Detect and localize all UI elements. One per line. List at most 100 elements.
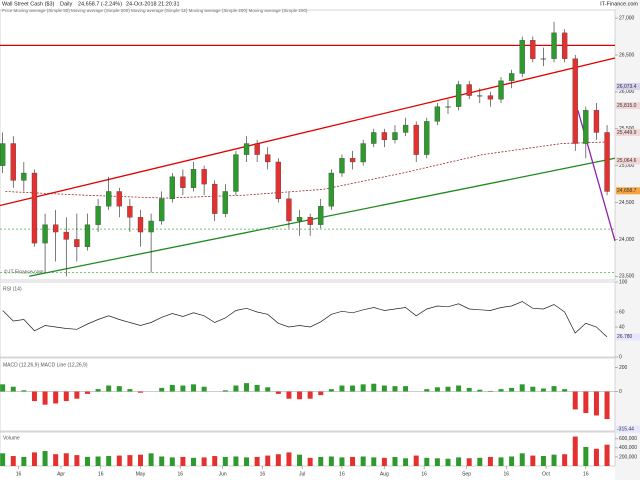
candle-body bbox=[519, 40, 525, 74]
macd-bar bbox=[509, 387, 515, 392]
price-marker-label: 25,815.0 bbox=[617, 103, 637, 109]
volume-bar bbox=[84, 456, 90, 466]
y-tick-label: 24,000 bbox=[619, 237, 635, 243]
candle-body bbox=[466, 84, 472, 96]
volume-bar bbox=[212, 456, 218, 466]
y-tick-label: 0 bbox=[619, 389, 622, 395]
price-marker-label: 26,073.4 bbox=[617, 84, 637, 90]
candle-body bbox=[201, 169, 207, 185]
candle-body bbox=[583, 110, 589, 144]
x-tick-label: 16 bbox=[583, 471, 589, 477]
volume-bar bbox=[456, 457, 462, 466]
volume-bar bbox=[519, 453, 525, 466]
y-tick-label: 200,000 bbox=[619, 454, 637, 460]
timestamp: 24-Oct-2018 21:20:31 bbox=[126, 1, 180, 7]
macd-bar bbox=[137, 391, 143, 393]
y-tick-label: 60 bbox=[619, 309, 625, 315]
volume-bar bbox=[434, 458, 440, 466]
volume-bar bbox=[360, 456, 366, 466]
y-tick-label: 26,500 bbox=[619, 52, 635, 58]
source: IT-Finance.com bbox=[600, 1, 638, 7]
macd-bar bbox=[74, 391, 80, 399]
candle-body bbox=[540, 58, 547, 60]
y-tick-label: 26,000 bbox=[619, 89, 635, 95]
x-tick-label: Jun bbox=[219, 471, 227, 477]
volume-bar bbox=[106, 456, 112, 466]
volume-bar bbox=[233, 456, 239, 466]
volume-bar bbox=[593, 448, 599, 466]
x-tick-label: Apr bbox=[57, 471, 65, 477]
macd-bar bbox=[222, 390, 228, 392]
macd-bar bbox=[360, 384, 366, 392]
volume-bar bbox=[583, 446, 589, 466]
candle-body bbox=[561, 32, 568, 59]
macd-bar bbox=[116, 386, 122, 392]
price-marker bbox=[616, 82, 640, 90]
y-tick-label: 600,000 bbox=[619, 436, 637, 442]
candle-body bbox=[477, 95, 483, 97]
macd-bar bbox=[371, 383, 377, 392]
y-tick-label: 400,000 bbox=[619, 445, 637, 451]
x-tick-label: 16 bbox=[98, 471, 104, 477]
price-marker bbox=[616, 187, 640, 195]
macd-bar bbox=[562, 389, 568, 392]
volume-bar bbox=[530, 455, 536, 466]
macd-bar bbox=[350, 385, 356, 392]
candle-body bbox=[551, 32, 557, 59]
volume-bar bbox=[445, 458, 451, 466]
macd-bar bbox=[530, 386, 536, 392]
candle-body bbox=[604, 132, 610, 192]
candle-body bbox=[159, 198, 165, 222]
x-tick-label: 16 bbox=[421, 471, 427, 477]
volume-bar bbox=[509, 456, 515, 466]
price-axis-bg bbox=[615, 0, 640, 480]
volume-bar bbox=[127, 455, 133, 466]
volume-bar bbox=[551, 454, 557, 466]
volume-bar bbox=[350, 456, 356, 466]
candle-body bbox=[222, 191, 228, 214]
trendline bbox=[0, 57, 616, 207]
price-marker bbox=[616, 333, 640, 341]
volume-bar bbox=[53, 454, 59, 466]
panel-frame bbox=[0, 431, 616, 467]
price-marker-label: 26.780 bbox=[617, 334, 633, 340]
candle-body bbox=[74, 239, 80, 247]
candle-body bbox=[31, 172, 38, 244]
volume-bar bbox=[95, 456, 101, 466]
x-tick-label: 16 bbox=[177, 471, 183, 477]
candle-body bbox=[106, 191, 112, 207]
volume-bar bbox=[572, 436, 578, 466]
price-marker-label: 25,449.9 bbox=[617, 130, 637, 136]
macd-title: MACD (12,26,9) MACD Line (12,26,9) bbox=[3, 362, 88, 368]
volume-bar bbox=[318, 456, 324, 466]
candle-body bbox=[169, 176, 175, 200]
macd-bar bbox=[31, 391, 37, 402]
volume-bar bbox=[0, 453, 6, 466]
price-marker bbox=[616, 128, 640, 136]
volume-bar bbox=[487, 456, 493, 466]
volume-bar bbox=[413, 455, 419, 466]
volume-bar bbox=[562, 454, 568, 466]
volume-bar bbox=[74, 455, 80, 466]
candle-body bbox=[148, 220, 154, 233]
macd-bar bbox=[381, 385, 387, 392]
macd-bar bbox=[487, 390, 493, 392]
watermark: © IT-Finance.com bbox=[4, 268, 44, 275]
macd-bar bbox=[0, 384, 6, 392]
price-marker bbox=[616, 157, 640, 165]
panel-frame bbox=[0, 281, 616, 358]
macd-bar bbox=[42, 391, 48, 405]
candle-body bbox=[95, 206, 101, 225]
volume-bar bbox=[63, 453, 69, 466]
candle-body bbox=[296, 217, 303, 222]
volume-bar bbox=[169, 457, 175, 466]
candle-body bbox=[498, 80, 504, 100]
y-tick-label: 24,500 bbox=[619, 200, 635, 206]
volume-bar bbox=[159, 456, 165, 466]
volume-bar bbox=[222, 456, 228, 466]
macd-bar bbox=[604, 391, 610, 420]
candle-body bbox=[424, 121, 430, 155]
volume-bar bbox=[201, 457, 207, 466]
candle-body bbox=[508, 73, 515, 81]
